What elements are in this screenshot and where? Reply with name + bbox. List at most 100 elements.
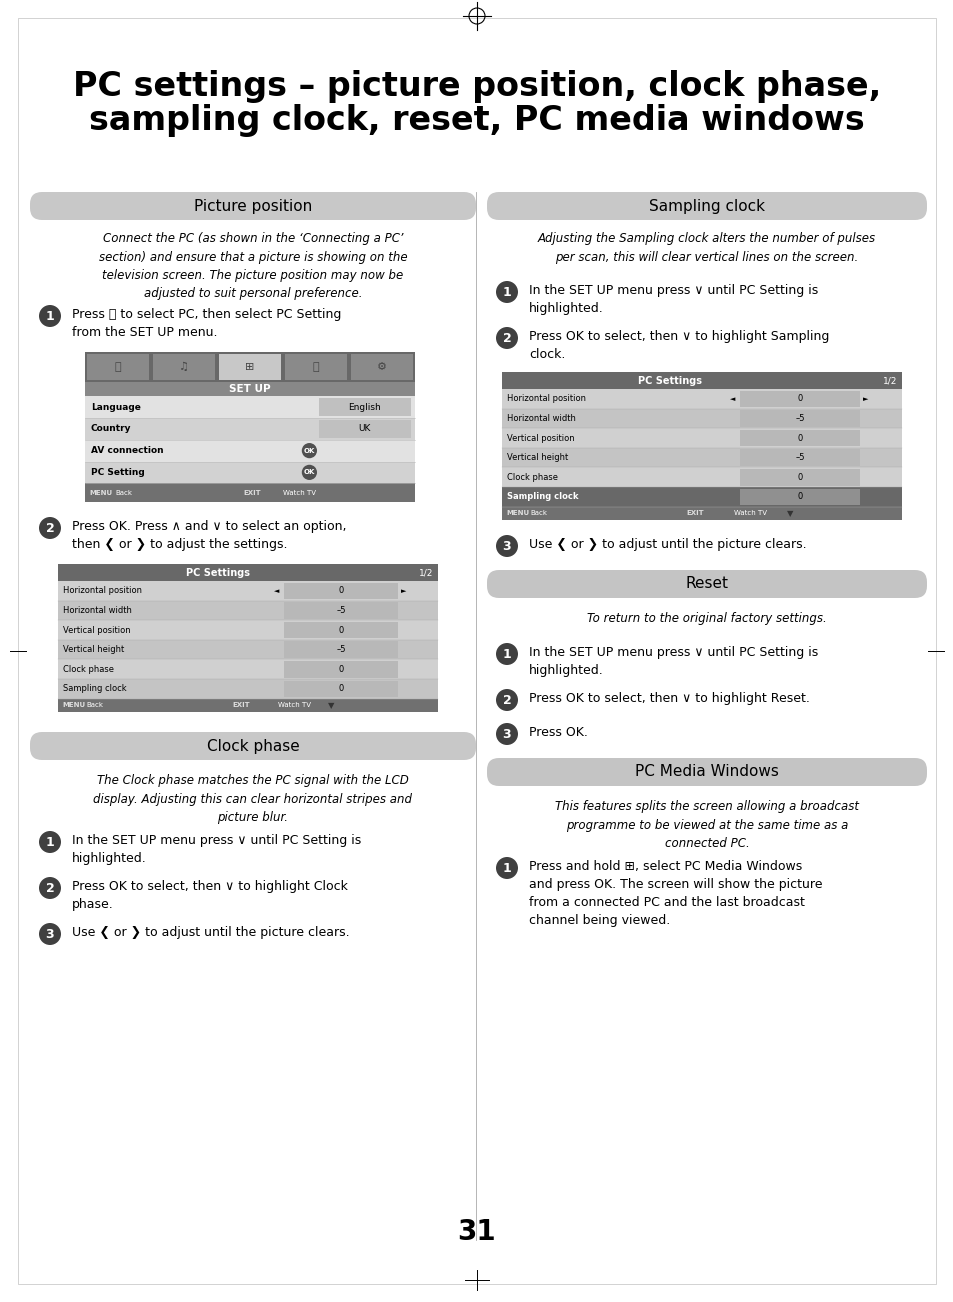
Bar bbox=[501, 372, 901, 389]
Circle shape bbox=[496, 535, 517, 557]
Text: PC settings – picture position, clock phase,: PC settings – picture position, clock ph… bbox=[72, 70, 881, 103]
Text: OK: OK bbox=[303, 448, 314, 453]
Text: ◄: ◄ bbox=[274, 587, 279, 594]
Bar bbox=[284, 622, 397, 638]
Bar bbox=[58, 581, 437, 600]
Text: EXIT: EXIT bbox=[685, 510, 703, 517]
Bar bbox=[740, 488, 859, 505]
Text: 2: 2 bbox=[46, 522, 54, 535]
Text: ▼: ▼ bbox=[786, 509, 792, 518]
Text: 3: 3 bbox=[502, 539, 511, 552]
Bar bbox=[351, 354, 413, 380]
Text: 2: 2 bbox=[502, 694, 511, 707]
Text: –5: –5 bbox=[336, 646, 346, 654]
Circle shape bbox=[496, 327, 517, 349]
Circle shape bbox=[496, 643, 517, 665]
Text: ►: ► bbox=[862, 396, 867, 402]
Text: Watch TV: Watch TV bbox=[733, 510, 766, 517]
Text: MENU: MENU bbox=[505, 510, 529, 517]
Circle shape bbox=[496, 689, 517, 711]
Text: The Clock phase matches the PC signal with the LCD
display. Adjusting this can c: The Clock phase matches the PC signal wi… bbox=[93, 773, 412, 824]
Text: EXIT: EXIT bbox=[233, 702, 250, 708]
Bar bbox=[85, 461, 415, 483]
Text: Country: Country bbox=[91, 424, 132, 434]
Text: MENU: MENU bbox=[89, 490, 112, 496]
Bar bbox=[740, 391, 859, 408]
Text: Press OK. Press ∧ and ∨ to select an option,
then ❮ or ❯ to adjust the settings.: Press OK. Press ∧ and ∨ to select an opt… bbox=[71, 519, 346, 551]
Bar bbox=[58, 699, 437, 712]
Text: sampling clock, reset, PC media windows: sampling clock, reset, PC media windows bbox=[89, 104, 864, 137]
Circle shape bbox=[39, 517, 61, 539]
Bar bbox=[740, 430, 859, 447]
Text: This features splits the screen allowing a broadcast
programme to be viewed at t: This features splits the screen allowing… bbox=[555, 799, 858, 850]
FancyBboxPatch shape bbox=[486, 191, 926, 220]
Bar bbox=[740, 410, 859, 427]
Text: 1/2: 1/2 bbox=[418, 568, 433, 577]
FancyBboxPatch shape bbox=[486, 570, 926, 598]
Bar bbox=[58, 564, 437, 581]
Bar bbox=[318, 398, 411, 417]
Text: Watch TV: Watch TV bbox=[283, 490, 315, 496]
Text: Picture position: Picture position bbox=[193, 198, 312, 214]
Bar bbox=[501, 448, 901, 467]
Text: SET UP: SET UP bbox=[229, 384, 271, 395]
Text: 0: 0 bbox=[338, 685, 343, 694]
Text: Clock phase: Clock phase bbox=[63, 665, 113, 673]
Bar bbox=[87, 354, 149, 380]
Text: Horizontal width: Horizontal width bbox=[63, 605, 132, 615]
Text: 2: 2 bbox=[46, 881, 54, 894]
Circle shape bbox=[39, 878, 61, 898]
Text: In the SET UP menu press ∨ until PC Setting is
highlighted.: In the SET UP menu press ∨ until PC Sett… bbox=[71, 835, 361, 865]
Text: Reset: Reset bbox=[685, 577, 728, 591]
Bar bbox=[85, 352, 415, 381]
Bar bbox=[501, 372, 901, 519]
Circle shape bbox=[496, 857, 517, 879]
Bar bbox=[284, 681, 397, 697]
Text: ♫: ♫ bbox=[179, 362, 189, 372]
Bar bbox=[284, 642, 397, 658]
Text: Sampling clock: Sampling clock bbox=[648, 198, 764, 214]
Bar bbox=[58, 620, 437, 639]
Circle shape bbox=[496, 723, 517, 745]
Bar bbox=[285, 354, 347, 380]
Bar bbox=[318, 421, 411, 437]
Text: Vertical height: Vertical height bbox=[63, 646, 124, 654]
Text: Watch TV: Watch TV bbox=[278, 702, 311, 708]
Text: Press ⎘ to select PC, then select PC Setting
from the SET UP menu.: Press ⎘ to select PC, then select PC Set… bbox=[71, 309, 341, 339]
Text: AV connection: AV connection bbox=[91, 447, 164, 456]
FancyBboxPatch shape bbox=[30, 191, 476, 220]
Text: Horizontal position: Horizontal position bbox=[63, 586, 142, 595]
Text: 1: 1 bbox=[46, 836, 54, 849]
Text: Language: Language bbox=[91, 402, 141, 411]
Bar bbox=[152, 354, 214, 380]
Text: ⊞: ⊞ bbox=[245, 362, 254, 372]
FancyBboxPatch shape bbox=[486, 758, 926, 786]
Text: 1: 1 bbox=[502, 647, 511, 660]
Circle shape bbox=[39, 831, 61, 853]
Text: 1: 1 bbox=[46, 310, 54, 323]
Text: PC Setting: PC Setting bbox=[91, 467, 145, 477]
Text: 1/2: 1/2 bbox=[882, 376, 896, 385]
Text: 0: 0 bbox=[338, 625, 343, 634]
Text: 3: 3 bbox=[46, 927, 54, 940]
Bar bbox=[501, 428, 901, 448]
FancyBboxPatch shape bbox=[30, 732, 476, 760]
Text: To return to the original factory settings.: To return to the original factory settin… bbox=[586, 612, 826, 625]
Bar bbox=[85, 396, 415, 418]
Text: Sampling clock: Sampling clock bbox=[63, 685, 127, 694]
Text: ⎕: ⎕ bbox=[114, 362, 121, 372]
Text: ►: ► bbox=[400, 587, 406, 594]
Text: Back: Back bbox=[115, 490, 132, 496]
Text: OK: OK bbox=[303, 470, 314, 475]
Text: ⚙: ⚙ bbox=[376, 362, 387, 372]
Text: Back: Back bbox=[530, 510, 546, 517]
Text: 1: 1 bbox=[502, 862, 511, 875]
Text: Press and hold ⊞, select PC Media Windows
and press OK. The screen will show the: Press and hold ⊞, select PC Media Window… bbox=[529, 861, 821, 927]
Text: In the SET UP menu press ∨ until PC Setting is
highlighted.: In the SET UP menu press ∨ until PC Sett… bbox=[529, 646, 818, 677]
Bar bbox=[58, 564, 437, 712]
Text: Clock phase: Clock phase bbox=[207, 738, 299, 754]
Text: ◄: ◄ bbox=[729, 396, 734, 402]
Text: Press OK to select, then ∨ to highlight Sampling
clock.: Press OK to select, then ∨ to highlight … bbox=[529, 329, 828, 361]
Text: Vertical position: Vertical position bbox=[506, 434, 574, 443]
Text: Sampling clock: Sampling clock bbox=[506, 492, 578, 501]
